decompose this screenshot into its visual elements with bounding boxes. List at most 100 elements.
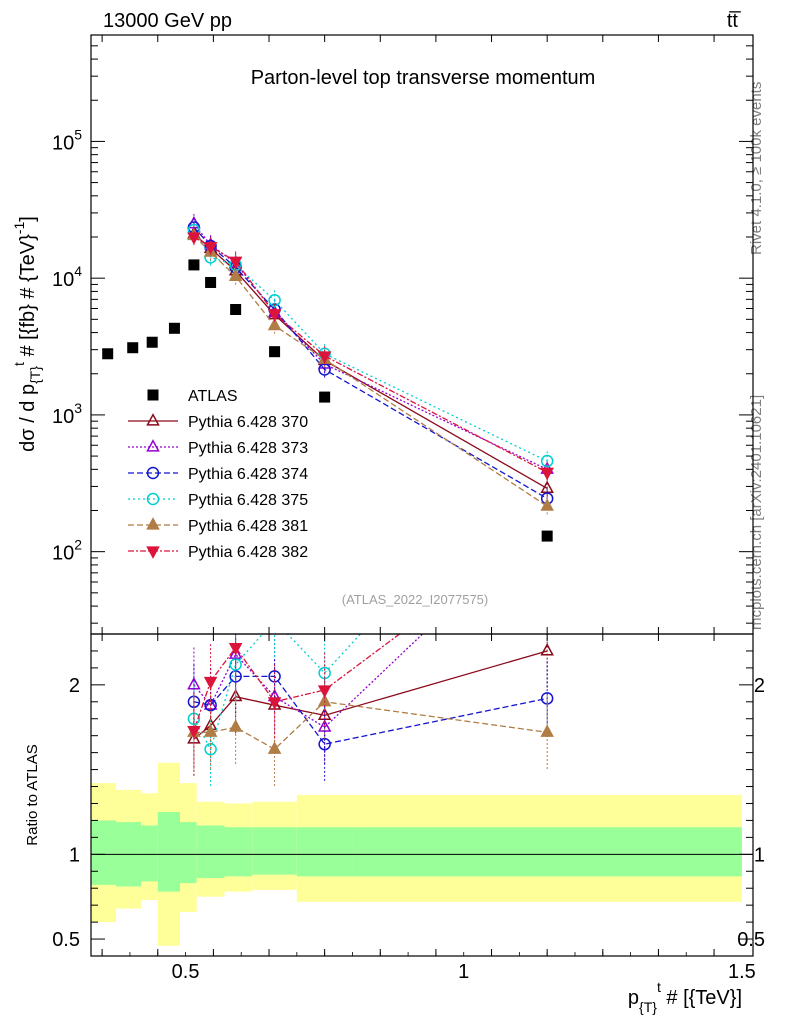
ratio-point-5-0	[187, 726, 201, 739]
legend-marker-3	[146, 492, 160, 506]
rtick-label-right-1: 1	[754, 844, 765, 866]
rtick-label-right-0: 0.5	[737, 929, 765, 951]
atlas-point-8	[319, 391, 331, 403]
legend-label-1: Pythia 6.428 373	[188, 440, 308, 457]
atlas-point-3	[168, 322, 180, 334]
ratio-series-layer	[187, 425, 554, 787]
ratio-point-4-3	[267, 741, 282, 754]
series-line-1	[193, 223, 548, 470]
rtick-label-left-2: 2	[69, 675, 80, 697]
band-green-4	[180, 822, 197, 884]
series-point-5-5	[540, 467, 554, 481]
series-3	[187, 220, 554, 471]
y-axis-label: dσ / d p{T}t # [{fb} # {TeV}-1]	[11, 216, 43, 452]
ytick-label-1: 103	[52, 400, 82, 428]
chart-title: Parton-level top transverse momentum	[251, 67, 596, 89]
ratio-line-2	[193, 675, 548, 745]
ratio-point-4-5	[540, 724, 554, 737]
ratio-point-5-2	[228, 642, 243, 656]
rtick-label-left-1: 1	[69, 844, 80, 866]
atlas-point-5	[205, 276, 217, 288]
series-point-5-1	[203, 242, 218, 255]
band-green-0	[91, 820, 117, 885]
series-point-4-5	[540, 498, 554, 511]
ratio-frame	[90, 633, 754, 957]
main-series-layer	[102, 213, 554, 542]
series-line-5	[193, 236, 548, 473]
series-point-5-4	[317, 351, 332, 364]
legend: ATLAS Pythia 6.428 370 Pythia 6.428 373 Pyt…	[128, 388, 308, 561]
legend-marker-4	[146, 517, 160, 530]
legend-label-5: Pythia 6.428 382	[188, 544, 308, 561]
side-mcplots-label: mcplots.cern.ch [arXiv:2401.10621]	[748, 395, 765, 630]
band-green-6	[224, 827, 253, 877]
band-green-2	[141, 825, 158, 882]
ratio-point-5-3	[267, 697, 282, 710]
series-point-5-0	[187, 232, 201, 245]
ratio-series-0	[187, 634, 554, 777]
atlas-data	[102, 259, 553, 542]
ratio-bands	[91, 762, 753, 946]
rtick-label-right-2: 2	[754, 675, 765, 697]
legend-marker-2	[146, 466, 160, 480]
xtick-label-0: 0.5	[172, 961, 200, 983]
legend-marker-1	[146, 439, 160, 452]
ratio-line-0	[193, 650, 548, 740]
legend-label-3: Pythia 6.428 375	[188, 492, 308, 509]
header-right-label: tt̅	[727, 10, 741, 32]
series-point-5-3	[267, 309, 282, 322]
ratio-point-2-4	[318, 737, 331, 751]
series-5	[187, 227, 554, 483]
ratio-line-1	[193, 634, 424, 729]
band-green-5	[196, 825, 225, 879]
atlas-point-9	[541, 530, 553, 542]
ytick-label-2: 104	[52, 263, 82, 291]
legend-label-atlas: ATLAS	[188, 388, 238, 405]
ytick-label-0: 102	[52, 537, 82, 565]
atlas-point-1	[127, 342, 139, 354]
band-green-8	[296, 827, 353, 877]
ratio-point-5-4	[317, 685, 332, 698]
atlas-point-6	[230, 304, 242, 316]
ratio-series-2	[187, 639, 554, 782]
band-green-7	[252, 827, 297, 875]
legend-marker-atlas	[147, 389, 159, 401]
legend-label-2: Pythia 6.428 374	[188, 466, 308, 483]
axes: 102 103 104 105 0.5 0.5 1 1 2 2 0.5 1 1.5	[52, 34, 765, 983]
ytick-label-3: 105	[52, 126, 82, 154]
legend-marker-5	[146, 546, 160, 559]
band-green-3	[157, 811, 181, 892]
atlas-point-7	[269, 346, 281, 358]
atlas-point-2	[146, 336, 158, 348]
ratio-point-4-1	[203, 724, 218, 737]
ratio-point-5-1	[203, 676, 218, 690]
ratio-point-3-5	[542, 425, 553, 436]
ratio-point-0-5	[540, 643, 554, 656]
band-green-9	[352, 827, 742, 877]
x-axis-label: p{T}t # [{TeV}]	[628, 979, 742, 1015]
analysis-id: (ATLAS_2022_I2077575)	[342, 592, 488, 607]
xtick-label-1: 1	[458, 961, 469, 983]
ratio-series-5	[187, 520, 553, 768]
ratio-point-4-2	[228, 719, 243, 732]
series-point-5-2	[228, 256, 243, 270]
atlas-point-0	[102, 348, 114, 360]
series-0	[187, 224, 554, 499]
header-left-label: 13000 GeV pp	[103, 10, 232, 32]
legend-marker-0	[146, 413, 160, 426]
ratio-point-3-3	[269, 615, 280, 626]
series-point-3-5	[540, 454, 554, 468]
legend-label-0: Pythia 6.428 370	[188, 414, 308, 431]
series-point-4-3	[267, 317, 282, 331]
ratio-y-axis-label: Ratio to ATLAS	[24, 744, 41, 845]
side-rivet-label: Rivet 4.1.0, ≥ 100k events	[748, 82, 765, 255]
ratio-series-4	[187, 664, 554, 787]
xtick-label-2: 1.5	[728, 961, 756, 983]
legend-label-4: Pythia 6.428 381	[188, 518, 308, 535]
atlas-point-4	[188, 259, 200, 271]
series-point-4-2	[228, 268, 243, 282]
ratio-point-5-5	[542, 520, 553, 530]
series-2	[187, 217, 554, 509]
rtick-label-left-0: 0.5	[52, 929, 80, 951]
